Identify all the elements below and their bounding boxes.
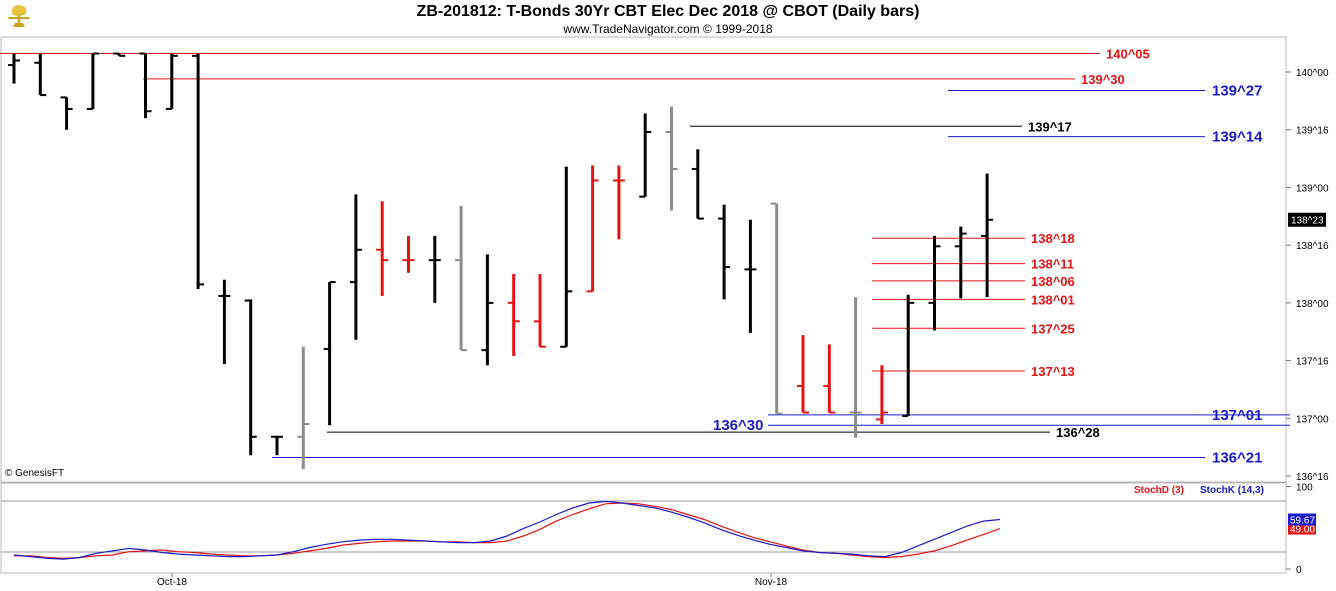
stoch-tick-label: 100 xyxy=(1296,483,1313,494)
price-tick-label: 137^00 xyxy=(1296,414,1329,425)
chart-subtitle: www.TradeNavigator.com © 1999-2018 xyxy=(563,22,773,36)
ohlc-bar xyxy=(34,53,47,97)
ohlc-bar xyxy=(981,173,994,298)
ohlc-bar xyxy=(376,201,389,296)
ohlc-bar xyxy=(691,149,704,220)
ohlc-bar xyxy=(718,204,731,300)
price-tick-label: 136^16 xyxy=(1296,472,1329,483)
ohlc-bar xyxy=(271,435,283,456)
ohlc-bar xyxy=(797,335,809,414)
level-label-7: 138^06 xyxy=(1031,274,1075,289)
ohlc-bar xyxy=(744,219,757,333)
ohlc-bar xyxy=(402,235,415,273)
price-tick-label: 139^00 xyxy=(1296,183,1329,194)
ohlc-bar xyxy=(875,365,888,425)
ohlc-bar xyxy=(192,53,205,290)
ohlc-bar xyxy=(612,165,625,240)
ohlc-bar xyxy=(323,281,336,426)
stoch-tick-label: 0 xyxy=(1296,565,1302,576)
ohlc-bar xyxy=(928,235,941,331)
level-label-8: 138^01 xyxy=(1031,292,1075,307)
stochd-value-tag xyxy=(1288,522,1316,535)
ohlc-bar xyxy=(560,166,573,348)
level-label-1: 139^30 xyxy=(1081,72,1125,87)
level-label-10: 137^13 xyxy=(1031,364,1075,379)
stochastic-panel-frame xyxy=(0,482,1287,574)
stochk-legend: StochK (14,3) xyxy=(1200,485,1264,496)
ohlc-bar xyxy=(954,226,967,299)
level-label-11: 137^01 xyxy=(1212,407,1262,424)
ohlc-bar xyxy=(770,202,783,415)
price-tick-label: 138^16 xyxy=(1296,241,1329,252)
ohlc-bar xyxy=(902,294,915,417)
price-tick-label: 137^16 xyxy=(1296,357,1329,368)
level-label-9: 137^25 xyxy=(1031,321,1075,336)
level-label-5: 138^18 xyxy=(1031,231,1075,246)
ohlc-bar xyxy=(639,113,652,198)
ohlc-bar xyxy=(244,299,257,456)
ohlc-bar xyxy=(60,96,73,130)
stochk-value-tag xyxy=(1288,513,1316,526)
stochk-line xyxy=(13,500,1001,560)
ohlc-bar xyxy=(481,254,494,366)
ohlc-bar xyxy=(665,106,678,211)
level-label-4: 139^14 xyxy=(1212,129,1263,146)
ohlc-bar xyxy=(507,274,520,356)
level-label-13: 136^28 xyxy=(1056,425,1100,440)
stochk-value-label: 59.67 xyxy=(1290,516,1315,527)
ohlc-bar xyxy=(534,274,546,348)
ohlc-bar xyxy=(428,235,441,303)
current-price-tag xyxy=(1288,212,1326,227)
ohlc-bar xyxy=(455,205,468,352)
level-label-3: 139^17 xyxy=(1028,119,1072,134)
level-label-6: 138^11 xyxy=(1031,257,1074,272)
level-label-2: 139^27 xyxy=(1212,82,1262,99)
ohlc-bar xyxy=(8,53,20,84)
trading-trophy-logo-icon xyxy=(8,5,30,27)
ohlc-bar xyxy=(297,346,310,470)
level-label-14: 136^21 xyxy=(1212,450,1262,467)
data-credit: © GenesisFT xyxy=(5,468,65,479)
chart-title: ZB-201812: T-Bonds 30Yr CBT Elec Dec 201… xyxy=(416,3,920,20)
ohlc-bar xyxy=(113,52,126,57)
ohlc-bar xyxy=(823,344,836,414)
stochd-legend: StochD (3) xyxy=(1134,485,1184,496)
ohlc-bar xyxy=(86,52,99,110)
ohlc-bar xyxy=(139,52,152,119)
date-tick-label: Nov-18 xyxy=(755,577,788,588)
ohlc-bar xyxy=(165,53,178,110)
price-tick-label: 138^00 xyxy=(1296,299,1329,310)
stochd-line xyxy=(14,502,1001,559)
ohlc-bar xyxy=(218,279,231,365)
ohlc-bar xyxy=(849,297,862,438)
price-tick-label: 139^16 xyxy=(1296,126,1329,137)
level-label-0: 140^05 xyxy=(1106,47,1150,62)
ohlc-bar xyxy=(586,165,599,293)
ohlc-bar xyxy=(349,194,362,340)
date-tick-label: Oct-18 xyxy=(157,577,187,588)
current-price-label: 138^23 xyxy=(1291,216,1324,227)
stochd-value-label: 49.00 xyxy=(1290,525,1315,536)
level-label-12: 136^30 xyxy=(713,417,763,434)
price-tick-label: 140^00 xyxy=(1296,68,1329,79)
